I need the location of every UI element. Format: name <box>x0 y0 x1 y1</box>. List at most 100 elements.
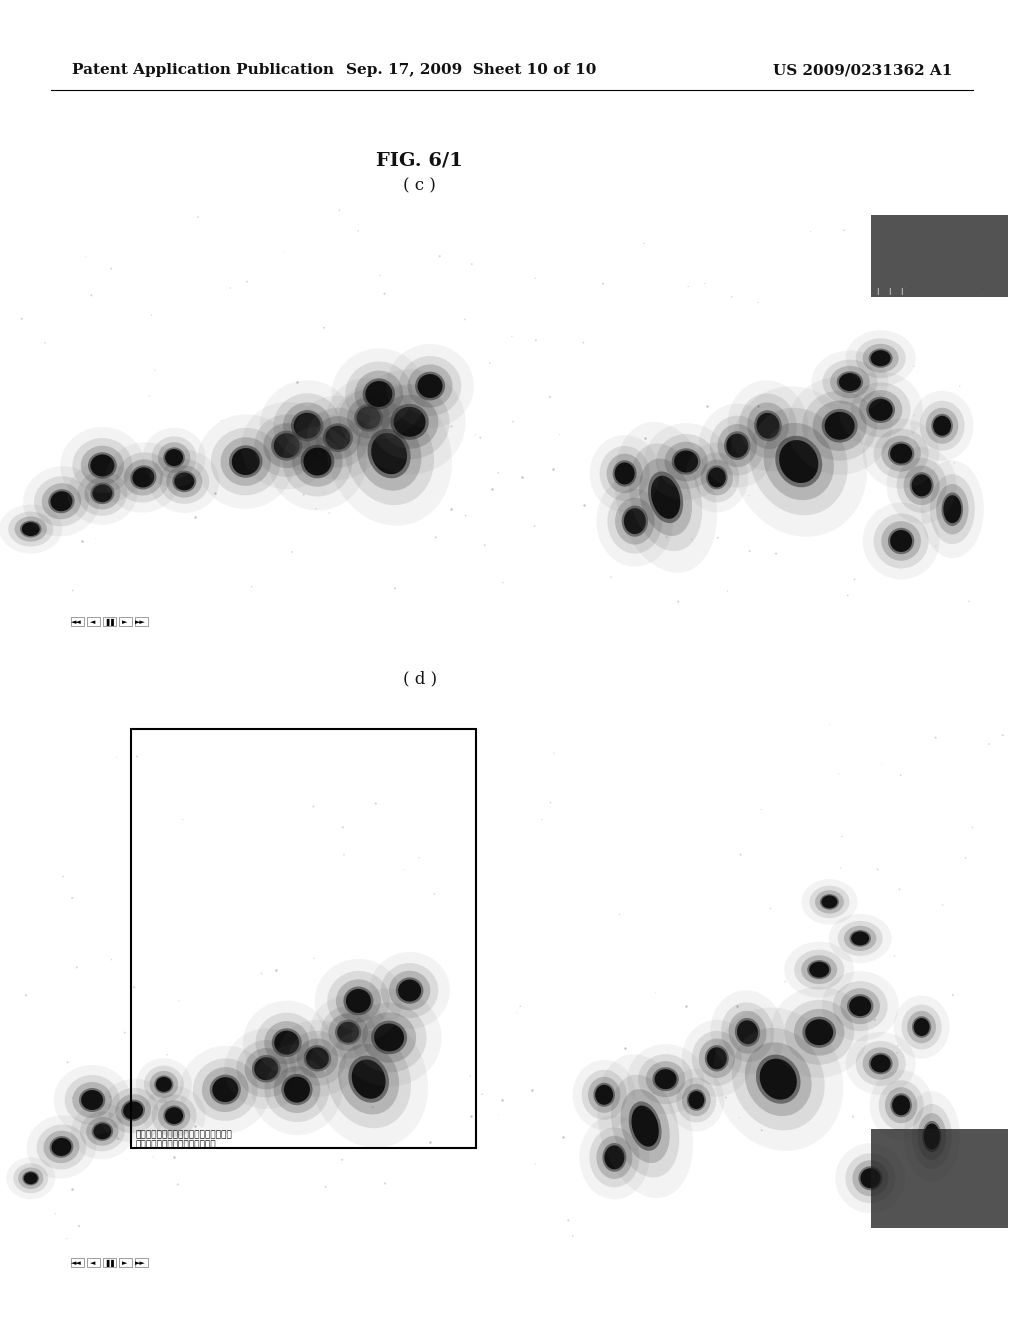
Point <box>732 843 749 865</box>
Point <box>222 277 239 298</box>
Point <box>117 1022 133 1043</box>
Ellipse shape <box>868 399 893 421</box>
Point <box>54 866 71 887</box>
Ellipse shape <box>116 453 171 503</box>
Point <box>186 507 203 528</box>
Ellipse shape <box>933 416 951 436</box>
Ellipse shape <box>408 364 453 408</box>
Ellipse shape <box>862 503 940 579</box>
Ellipse shape <box>212 1077 239 1102</box>
Ellipse shape <box>824 412 855 440</box>
Ellipse shape <box>268 413 367 511</box>
Point <box>420 418 436 440</box>
Point <box>315 317 332 338</box>
Ellipse shape <box>882 436 921 471</box>
Ellipse shape <box>297 1039 338 1078</box>
Point <box>335 817 351 838</box>
Point <box>464 253 480 275</box>
Ellipse shape <box>838 921 883 956</box>
Point <box>443 416 460 437</box>
Ellipse shape <box>337 989 441 1086</box>
Ellipse shape <box>362 379 395 409</box>
Point <box>109 747 125 768</box>
Ellipse shape <box>862 343 899 372</box>
Ellipse shape <box>760 1059 797 1100</box>
Ellipse shape <box>398 356 462 416</box>
Ellipse shape <box>879 1080 924 1130</box>
Point <box>378 379 394 400</box>
Ellipse shape <box>389 970 430 1010</box>
Ellipse shape <box>644 422 728 500</box>
Ellipse shape <box>629 444 702 552</box>
Ellipse shape <box>306 1047 329 1069</box>
Ellipse shape <box>590 436 659 512</box>
Point <box>509 1002 525 1023</box>
Ellipse shape <box>582 1069 627 1119</box>
Point <box>268 960 285 981</box>
Ellipse shape <box>728 380 808 471</box>
Point <box>404 969 421 990</box>
Ellipse shape <box>856 338 905 379</box>
Point <box>489 462 506 483</box>
Ellipse shape <box>828 913 892 962</box>
Point <box>239 271 255 292</box>
Ellipse shape <box>910 391 974 461</box>
Ellipse shape <box>323 424 353 453</box>
Point <box>906 405 923 426</box>
Ellipse shape <box>338 1044 399 1114</box>
Text: US 2009/0231362 A1: US 2009/0231362 A1 <box>773 63 952 78</box>
Ellipse shape <box>921 461 984 558</box>
Ellipse shape <box>708 467 726 487</box>
Point <box>186 1115 203 1137</box>
Text: 小型リンパ球は核形不整や核小体を含む
ものもあるが、その頻度は低い。: 小型リンパ球は核形不整や核小体を含む ものもあるが、その頻度は低い。 <box>135 1130 231 1150</box>
Ellipse shape <box>8 512 53 546</box>
Ellipse shape <box>852 1160 889 1196</box>
Ellipse shape <box>53 1065 131 1135</box>
Point <box>377 1173 393 1195</box>
Ellipse shape <box>381 964 438 1018</box>
Ellipse shape <box>737 1020 758 1044</box>
Ellipse shape <box>13 1163 48 1193</box>
Point <box>637 428 653 449</box>
Ellipse shape <box>264 1022 309 1064</box>
Point <box>307 498 324 519</box>
Ellipse shape <box>368 429 411 478</box>
Ellipse shape <box>348 1056 389 1102</box>
Ellipse shape <box>654 1069 677 1089</box>
Ellipse shape <box>809 962 829 978</box>
Ellipse shape <box>327 1030 411 1129</box>
Ellipse shape <box>890 1093 912 1117</box>
Ellipse shape <box>326 425 350 450</box>
Ellipse shape <box>888 442 914 466</box>
Ellipse shape <box>34 477 89 527</box>
Ellipse shape <box>918 1113 946 1160</box>
Ellipse shape <box>294 396 382 479</box>
Ellipse shape <box>292 437 343 487</box>
Ellipse shape <box>652 1067 679 1092</box>
Ellipse shape <box>836 1143 905 1213</box>
Ellipse shape <box>698 1039 735 1078</box>
Point <box>126 977 142 998</box>
Point <box>603 566 620 587</box>
Point <box>74 531 90 552</box>
Ellipse shape <box>278 1020 357 1097</box>
Point <box>334 1150 350 1171</box>
Point <box>946 453 963 474</box>
Ellipse shape <box>862 418 940 488</box>
Ellipse shape <box>252 1044 342 1135</box>
Ellipse shape <box>846 1154 895 1204</box>
Point <box>740 484 757 506</box>
Ellipse shape <box>156 1077 172 1092</box>
Point <box>146 359 163 380</box>
Ellipse shape <box>911 474 932 496</box>
Ellipse shape <box>572 1060 636 1130</box>
Ellipse shape <box>739 393 797 458</box>
Point <box>422 1131 438 1152</box>
Ellipse shape <box>351 1002 427 1072</box>
Ellipse shape <box>844 925 877 950</box>
Ellipse shape <box>803 1016 836 1048</box>
Text: ( d ): ( d ) <box>402 671 437 688</box>
Ellipse shape <box>245 1048 288 1089</box>
Point <box>935 894 951 915</box>
Point <box>426 883 442 904</box>
